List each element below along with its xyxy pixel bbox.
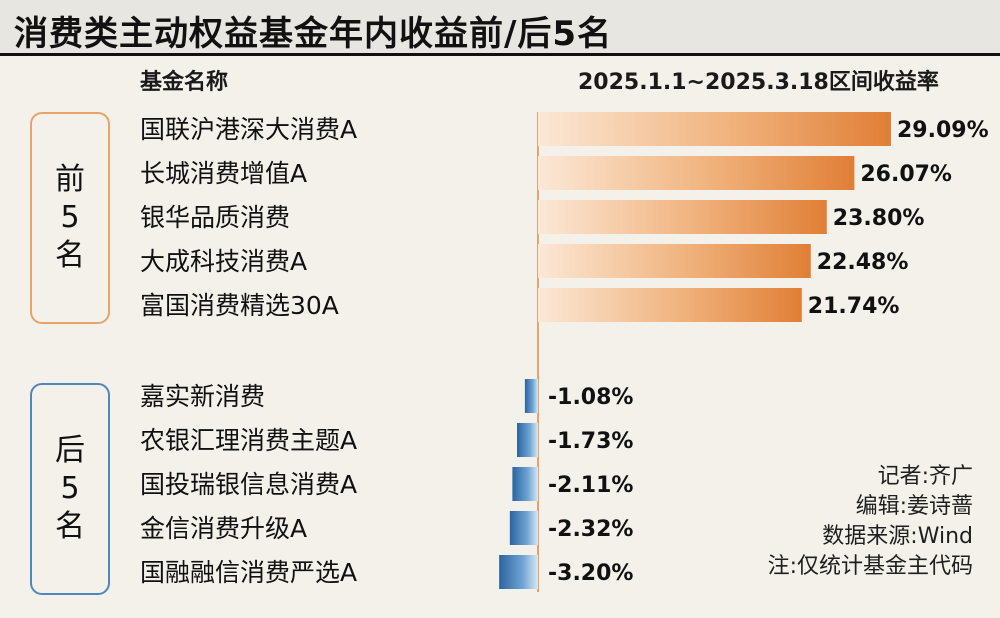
value-label: 21.74% bbox=[808, 294, 900, 319]
bottom5-label-char: 5 bbox=[60, 471, 80, 506]
fund-name-label: 国融融信消费严选A bbox=[140, 558, 357, 587]
fund-name-label: 银华品质消费 bbox=[140, 203, 290, 232]
bottom5-label-char: 后 bbox=[55, 433, 85, 468]
value-label: 23.80% bbox=[833, 206, 925, 231]
negative-return-bar bbox=[517, 423, 538, 457]
fund-name-column-header: 基金名称 bbox=[140, 70, 229, 95]
fund-name-label: 长城消费增值A bbox=[140, 159, 307, 188]
value-label: -2.32% bbox=[548, 517, 633, 542]
negative-return-bar bbox=[512, 467, 538, 501]
negative-return-bar bbox=[509, 511, 538, 545]
editor-credit: 编辑:姜诗蔷 bbox=[855, 494, 973, 519]
value-label: 22.48% bbox=[817, 250, 909, 275]
fund-name-label: 嘉实新消费 bbox=[140, 382, 265, 411]
top5-label-char: 名 bbox=[55, 238, 85, 273]
positive-return-bar bbox=[538, 112, 891, 146]
positive-return-bar bbox=[538, 156, 855, 190]
title-bar: 消费类主动权益基金年内收益前/后5名 bbox=[0, 0, 1000, 56]
negative-return-bar bbox=[499, 555, 538, 589]
value-label: 26.07% bbox=[860, 162, 952, 187]
bottom5-label-char: 名 bbox=[55, 509, 85, 544]
value-label: -1.08% bbox=[548, 385, 633, 410]
top5-group-box: 前 5 名 bbox=[30, 112, 110, 324]
value-label: 29.09% bbox=[897, 118, 989, 143]
value-label: -1.73% bbox=[548, 429, 633, 454]
fund-name-label: 农银汇理消费主题A bbox=[140, 426, 357, 455]
fund-name-label: 国联沪港深大消费A bbox=[140, 115, 357, 144]
negative-return-bar bbox=[524, 379, 538, 413]
fund-name-label: 国投瑞银信息消费A bbox=[140, 470, 357, 499]
reporter-credit: 记者:齐广 bbox=[877, 464, 973, 489]
positive-return-bar bbox=[538, 200, 827, 234]
fund-name-label: 大成科技消费A bbox=[140, 247, 307, 276]
top5-label-char: 前 bbox=[55, 162, 85, 197]
value-label: -2.11% bbox=[548, 473, 633, 498]
value-label: -3.20% bbox=[548, 561, 633, 586]
positive-return-bar bbox=[538, 288, 802, 322]
fund-name-label: 富国消费精选30A bbox=[140, 291, 339, 320]
footnote: 注:仅统计基金主代码 bbox=[767, 554, 973, 579]
title-underline bbox=[0, 53, 1000, 56]
data-source: 数据来源:Wind bbox=[822, 524, 973, 549]
chart-title: 消费类主动权益基金年内收益前/后5名 bbox=[14, 14, 613, 54]
bottom5-group-box: 后 5 名 bbox=[30, 383, 110, 595]
positive-return-bar bbox=[538, 244, 811, 278]
fund-name-label: 金信消费升级A bbox=[140, 514, 307, 543]
credits: 记者:齐广 编辑:姜诗蔷 数据来源:Wind 注:仅统计基金主代码 bbox=[768, 462, 973, 582]
return-column-header: 2025.1.1~2025.3.18区间收益率 bbox=[578, 70, 939, 95]
top5-label-char: 5 bbox=[60, 200, 80, 235]
